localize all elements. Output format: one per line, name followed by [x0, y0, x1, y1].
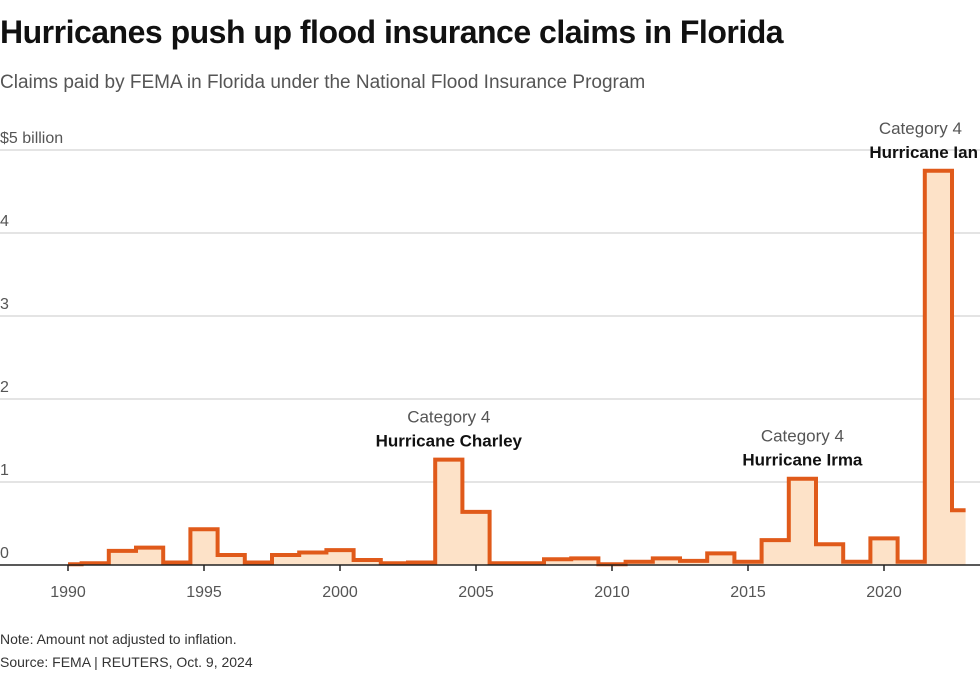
data-step-2016: [762, 540, 789, 565]
x-tick-label: 1990: [50, 584, 86, 601]
x-tick-label: 1995: [186, 584, 222, 601]
annotation-category: Category 4: [407, 408, 490, 427]
annotation-hurricane-name: Hurricane Ian: [869, 143, 978, 162]
annotation-category: Category 4: [879, 119, 962, 138]
data-step-2022: [925, 171, 952, 565]
data-step-1998: [272, 555, 299, 565]
data-step-2008: [544, 559, 571, 565]
data-step-1992: [109, 551, 136, 565]
data-step-2018: [816, 544, 843, 565]
data-step-2004: [435, 460, 462, 565]
data-step-2014: [707, 553, 734, 565]
x-tick-label: 2020: [866, 584, 902, 601]
y-tick-label: 0: [0, 545, 9, 562]
data-step-2005: [462, 512, 489, 565]
y-tick-label: 4: [0, 213, 9, 230]
data-step-1995: [190, 529, 217, 565]
chart-subtitle: Claims paid by FEMA in Florida under the…: [0, 72, 646, 93]
x-tick-label: 2000: [322, 584, 358, 601]
data-step-1993: [136, 548, 163, 565]
data-step-1999: [299, 553, 326, 565]
data-step-1996: [218, 555, 245, 565]
annotation-hurricane-name: Hurricane Irma: [742, 451, 863, 470]
data-step-2023: [952, 510, 966, 565]
series-area-fill: [68, 170, 966, 566]
x-tick-label: 2005: [458, 584, 494, 601]
data-step-2000: [326, 550, 353, 565]
data-step-2009: [571, 558, 598, 565]
data-step-2012: [653, 558, 680, 565]
footnote: Note: Amount not adjusted to inflation.: [0, 631, 237, 647]
y-tick-label: 3: [0, 296, 9, 313]
x-tick-label: 2010: [594, 584, 630, 601]
data-step-2020: [870, 538, 897, 565]
series-step-line: [68, 168, 966, 567]
y-tick-label: $5 billion: [0, 130, 63, 147]
source-credit: Source: FEMA | REUTERS, Oct. 9, 2024: [0, 654, 253, 670]
data-step-2017: [789, 479, 816, 565]
annotation-category: Category 4: [761, 427, 844, 446]
annotation-hurricane-name: Hurricane Charley: [376, 432, 523, 451]
chart-title: Hurricanes push up flood insurance claim…: [0, 14, 784, 50]
x-tick-label: 2015: [730, 584, 766, 601]
y-tick-label: 1: [0, 462, 9, 479]
y-tick-label: 2: [0, 379, 9, 396]
